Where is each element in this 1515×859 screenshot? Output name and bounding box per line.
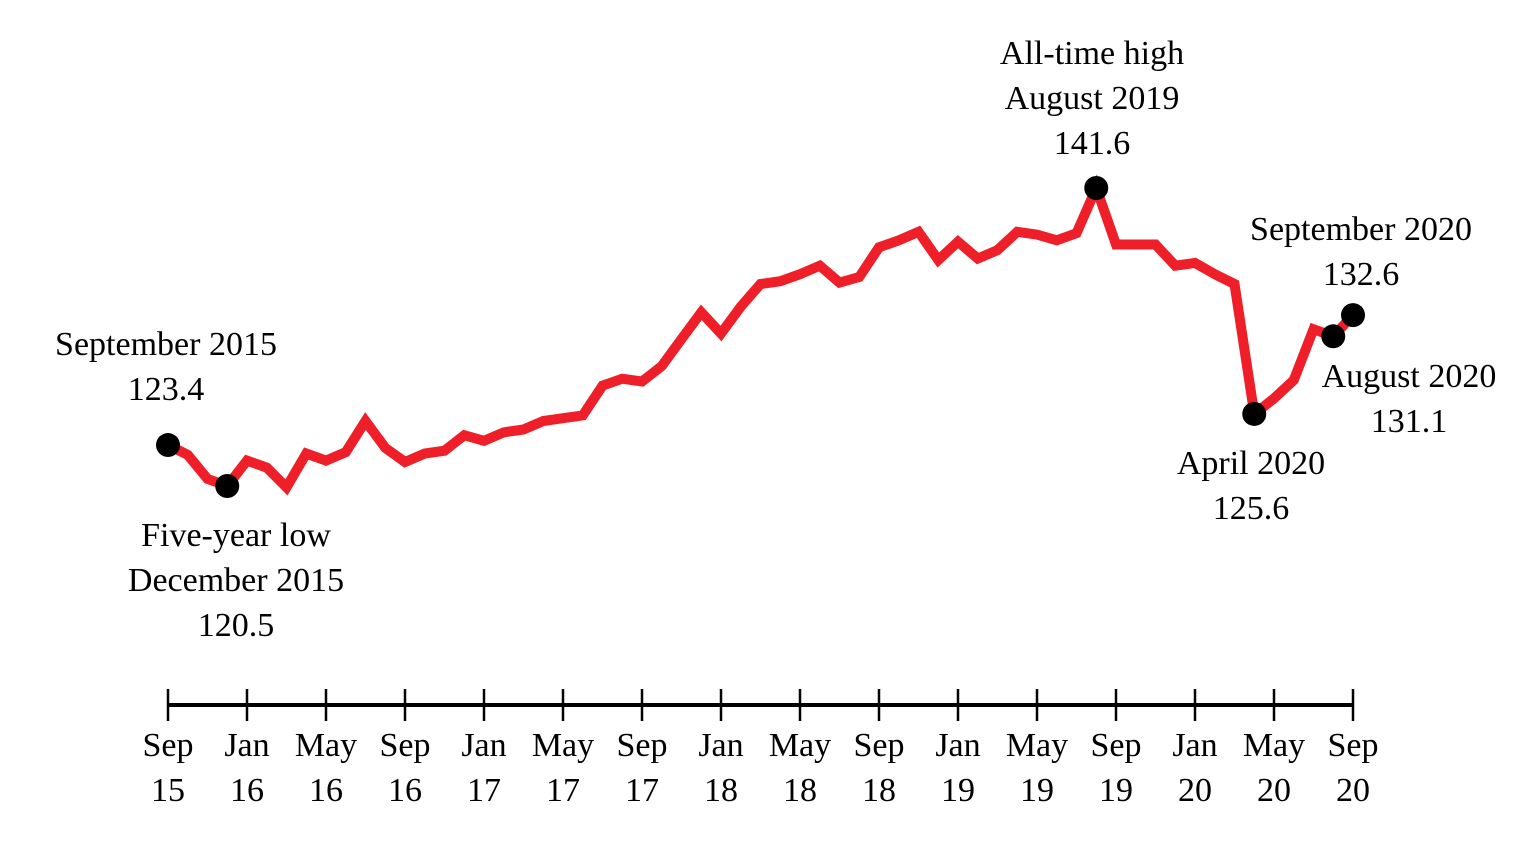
x-tick-label-month: Sep	[143, 727, 194, 764]
annotation-label: Five-year low	[141, 517, 331, 554]
x-tick-label-month: Sep	[1328, 727, 1379, 764]
data-point-marker	[1341, 303, 1365, 328]
x-tick-label-year: 16	[230, 772, 264, 809]
annotation-label: September 2015	[55, 326, 277, 363]
annotation-label: 141.6	[1054, 125, 1131, 162]
annotations-group: September 2015 123.4 Five-year low December…	[55, 35, 1496, 644]
x-tick-label-month: May	[532, 727, 594, 764]
x-tick-label-month: Jan	[1172, 727, 1217, 764]
annotation-label: 132.6	[1323, 256, 1400, 293]
annotation-label: August 2020	[1322, 358, 1497, 395]
annotation-label: September 2020	[1250, 211, 1472, 248]
data-point-marker	[1242, 401, 1267, 426]
x-tick-label-year: 18	[704, 772, 738, 809]
x-tick-label-year: 17	[546, 772, 580, 809]
annotation-label: 123.4	[128, 371, 205, 408]
x-tick-label-year: 17	[467, 772, 501, 809]
x-tick-label-year: 16	[388, 772, 422, 809]
markers-group	[156, 176, 1365, 498]
annotation-label: December 2015	[128, 562, 344, 599]
x-tick-label-year: 15	[151, 772, 185, 809]
x-tick-label-month: May	[1243, 727, 1305, 764]
annotation-label: 131.1	[1371, 403, 1448, 440]
x-tick-label-year: 20	[1336, 772, 1370, 809]
data-point-marker	[1084, 176, 1109, 200]
x-tick-label-month: Jan	[935, 727, 980, 764]
data-point-marker	[1321, 324, 1346, 349]
x-tick-label-year: 18	[783, 772, 817, 809]
x-tick-label-month: May	[769, 727, 831, 764]
x-tick-label-year: 16	[309, 772, 343, 809]
series-line-group	[165, 174, 1357, 496]
annotation-label: 125.6	[1213, 490, 1290, 527]
x-tick-label-month: Sep	[380, 727, 431, 764]
data-point-marker	[215, 474, 240, 498]
x-tick-label-month: Sep	[617, 727, 668, 764]
series-line	[165, 174, 1357, 496]
x-tick-label-year: 17	[625, 772, 659, 809]
x-tick-label-month: Jan	[461, 727, 506, 764]
x-tick-label-month: Jan	[698, 727, 743, 764]
x-tick-label-month: May	[1006, 727, 1068, 764]
x-tick-label-year: 18	[862, 772, 896, 809]
x-axis: Sep 15 Jan 16 May 16 Sep 16 Jan 17 May 17 Sep 17 Jan 18…	[143, 689, 1379, 809]
annotation-label: All-time high	[1000, 35, 1184, 72]
x-tick-label-month: Jan	[224, 727, 269, 764]
x-tick-label-month: Sep	[854, 727, 905, 764]
x-tick-label-year: 20	[1178, 772, 1212, 809]
x-tick-label-year: 20	[1257, 772, 1291, 809]
x-tick-label-month: Sep	[1091, 727, 1142, 764]
annotation-label: April 2020	[1177, 445, 1325, 482]
x-tick-label-year: 19	[941, 772, 975, 809]
x-tick-label-month: May	[295, 727, 357, 764]
data-point-marker	[156, 433, 180, 458]
annotation-label: August 2019	[1005, 80, 1180, 117]
annotation-label: 120.5	[198, 607, 275, 644]
x-tick-label-year: 19	[1099, 772, 1133, 809]
x-tick-label-year: 19	[1020, 772, 1054, 809]
